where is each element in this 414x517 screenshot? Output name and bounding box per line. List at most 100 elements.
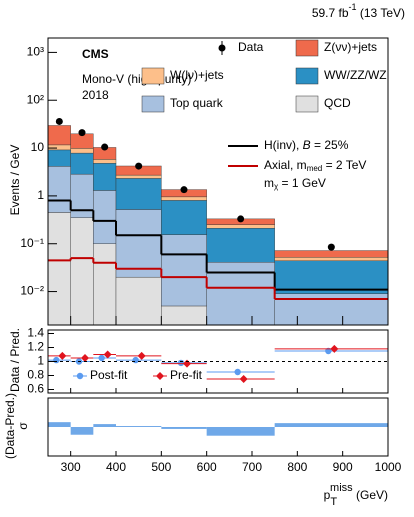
ratio-point [330,344,339,353]
ratio-point [103,350,112,359]
stack-segment [47,166,71,213]
x-tick-label: 1000 [375,460,402,474]
data-point [180,186,188,194]
legend-swatch [141,67,165,85]
x-tick-label: 700 [242,460,262,474]
legend-swatch [295,39,319,57]
stack-segment [47,149,71,167]
y-tick-label: 10³ [27,45,44,59]
stack-segment [274,257,389,261]
pull-bar [48,422,71,427]
ratio-y-tick-label: 1.4 [27,326,44,340]
x-label: pTmiss (GeV) [324,482,388,508]
legend-label-part: B [303,138,311,152]
x-tick-label: 800 [287,460,307,474]
y-tick-label: 10⁻¹ [20,236,44,250]
pull-bar [274,423,388,427]
ratio-y-tick-label: 0.6 [27,382,44,396]
stack-segment [93,243,117,326]
experiment: CMS [82,47,109,61]
ratio-y-tick-label: 1 [37,354,44,368]
stack-segment [161,305,207,326]
lumi: 59.7 fb-1 (13 TeV) [312,2,405,20]
pull-y-label: (Data-Pred.) [3,393,17,459]
year: 2018 [82,88,109,102]
stack-segment [161,234,207,307]
ratio-point [132,356,139,364]
stack-segment [274,250,389,258]
stack-segment [70,152,94,175]
x-tick-label: 500 [151,460,171,474]
stack-segment [206,228,275,263]
stack-segment [70,217,94,326]
x-tick-label: 600 [197,460,217,474]
y-tick-label: 10 [31,140,45,154]
data-point [237,215,245,223]
ratio-point [98,354,105,362]
legend-swatch [295,67,319,85]
legend-label-part: = 2 TeV [322,158,366,172]
y-label: Events / GeV [8,145,22,216]
stack-segment [70,148,94,154]
ratio-point [183,359,191,368]
stack-segment [47,125,71,146]
x-tick-label: 400 [106,460,126,474]
x-tick-label: 300 [61,460,81,474]
legend-marker [76,372,84,380]
legend-label-part: = 1 GeV [278,176,326,190]
ratio-point [58,351,67,360]
stack-segment [115,209,162,278]
panel-frame [47,37,389,326]
x-tick-label: 900 [333,460,353,474]
stack-segment [115,276,162,326]
ratio-point [239,375,248,383]
y-tick-label: 10² [27,92,44,106]
ratio-y-tick-label: 1.2 [27,340,44,354]
legend-label: W(lν)+jets [170,68,224,82]
legend-label-part: Axial, m [264,158,307,172]
ratio-y-tick-label: 0.8 [27,368,44,382]
y-tick-label: 1 [37,188,44,202]
data-point [135,162,143,170]
legend-label-part: m [264,176,274,190]
ratio-y-label: Data / Pred. [8,328,22,392]
stack-segment [115,174,162,179]
stack-segment [93,163,117,191]
panel-frame [47,329,389,394]
legend-marker [156,372,164,380]
pull-bar [161,427,207,429]
legend-label: QCD [324,96,351,110]
ratio-point [81,354,89,362]
legend-swatch [295,95,319,113]
ratio-point [177,359,185,367]
stack-segment [115,178,162,210]
legend-label: H(inv), B = 25% [264,138,349,152]
stack-segment [274,260,389,294]
data-point [101,143,109,151]
pull-bar [206,427,275,436]
data-point [327,243,335,251]
legend-label: Top quark [170,96,224,110]
pull-bar [93,424,116,427]
y-tick-label: 10⁻² [20,284,44,298]
pull-bar [116,426,162,427]
ratio-point [137,351,146,360]
stack-segment [47,212,71,326]
stack-segment [206,224,275,229]
legend-label-part: χ [274,182,279,191]
stack-segment [161,196,207,201]
legend-label: mχ = 1 GeV [264,176,326,191]
legend-label: Post-fit [90,368,128,382]
legend-label-part: = 25% [311,138,349,152]
stack-segment [93,190,117,244]
legend-label: WW/ZZ/WZ [324,68,387,82]
legend-label: Z(νν)+jets [324,40,377,54]
pull-y-label: σ [16,422,30,430]
stack-segment [93,159,117,164]
ratio-point [53,356,60,364]
legend-label-part: H(inv), [264,138,303,152]
data-point [55,117,63,125]
stack-segment [161,200,207,235]
legend-label: Pre-fit [170,368,203,382]
